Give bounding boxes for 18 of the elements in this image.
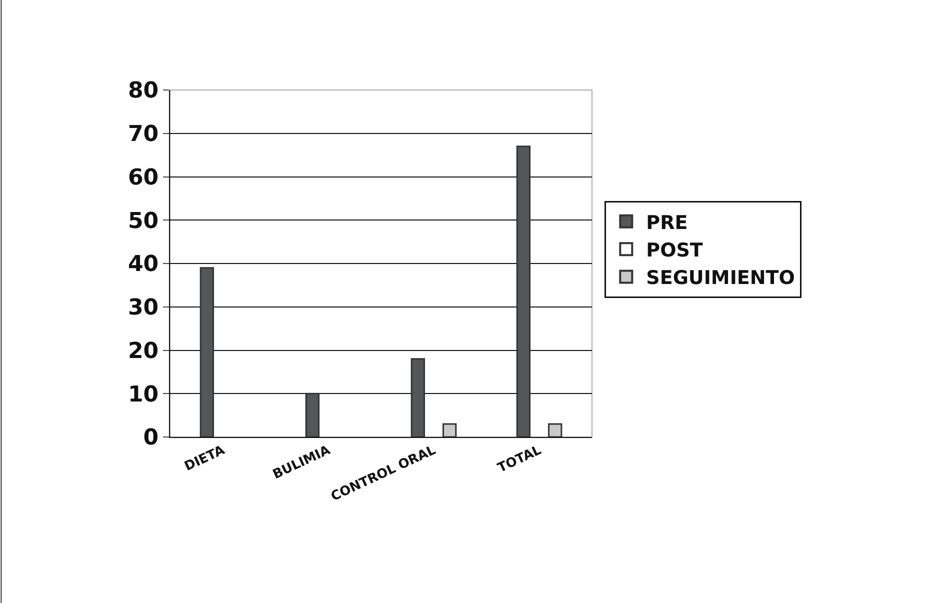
legend-label: POST	[646, 240, 703, 262]
y-tick-label: 50	[128, 208, 159, 234]
y-tick-label: 80	[128, 78, 159, 104]
bar	[200, 267, 214, 437]
bar	[305, 392, 320, 437]
y-tick-label: 60	[128, 165, 159, 190]
bar	[516, 146, 531, 437]
y-tick-label: 40	[128, 252, 159, 278]
bar	[548, 423, 562, 437]
bar	[410, 358, 426, 437]
y-tick-label: 0	[143, 426, 159, 451]
y-tick-label: 70	[128, 122, 159, 148]
y-tick-label: 20	[128, 338, 159, 364]
bar	[442, 423, 457, 437]
y-tick-label: 10	[128, 382, 159, 408]
y-tick-label: 30	[128, 296, 159, 321]
legend-label: SEGUIMIENTO	[646, 267, 795, 290]
legend-label: PRE	[646, 212, 688, 234]
